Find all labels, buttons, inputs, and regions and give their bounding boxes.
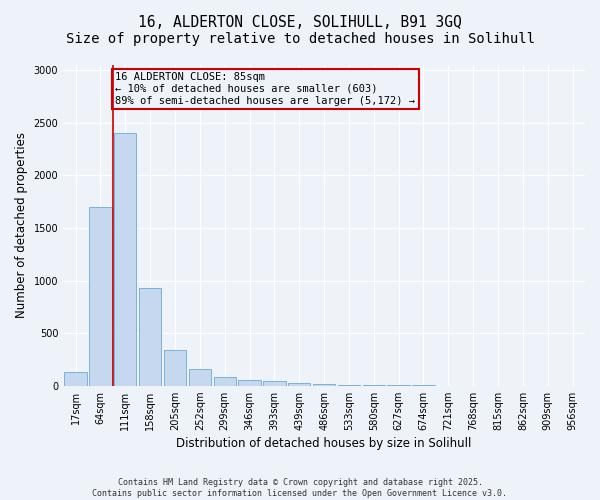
Text: 16, ALDERTON CLOSE, SOLIHULL, B91 3GQ: 16, ALDERTON CLOSE, SOLIHULL, B91 3GQ	[138, 15, 462, 30]
Text: Size of property relative to detached houses in Solihull: Size of property relative to detached ho…	[65, 32, 535, 46]
Bar	[164, 350, 186, 386]
Bar	[114, 134, 136, 386]
Bar	[188, 370, 211, 386]
Bar	[139, 288, 161, 386]
Bar	[338, 385, 360, 386]
Bar	[263, 381, 286, 386]
Bar	[362, 385, 385, 386]
X-axis label: Distribution of detached houses by size in Solihull: Distribution of detached houses by size …	[176, 437, 472, 450]
Bar	[214, 377, 236, 386]
Text: 16 ALDERTON CLOSE: 85sqm
← 10% of detached houses are smaller (603)
89% of semi-: 16 ALDERTON CLOSE: 85sqm ← 10% of detach…	[115, 72, 415, 106]
Bar	[89, 207, 112, 386]
Y-axis label: Number of detached properties: Number of detached properties	[15, 132, 28, 318]
Bar	[313, 384, 335, 386]
Bar	[288, 383, 310, 386]
Text: Contains HM Land Registry data © Crown copyright and database right 2025.
Contai: Contains HM Land Registry data © Crown c…	[92, 478, 508, 498]
Bar	[64, 372, 87, 386]
Bar	[238, 380, 261, 386]
